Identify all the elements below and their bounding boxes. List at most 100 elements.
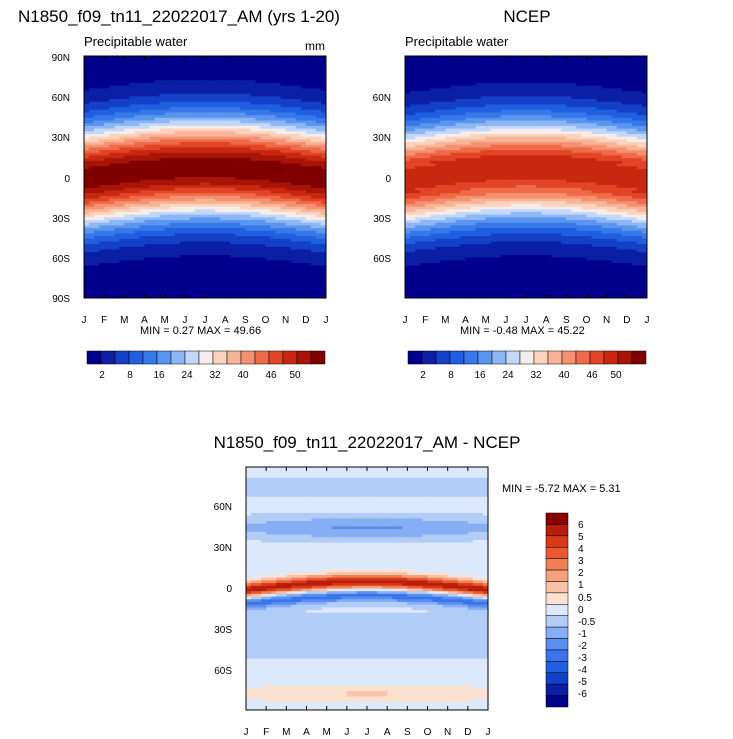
field-cell	[420, 99, 426, 103]
field-cell	[134, 225, 141, 229]
field-cell	[194, 228, 201, 232]
field-cell	[164, 166, 171, 170]
field-cell	[225, 160, 231, 165]
field-cell	[184, 136, 191, 140]
lat-label: 60S	[52, 254, 70, 265]
field-cell	[134, 179, 141, 183]
field-cell	[430, 190, 436, 194]
field-cell	[129, 203, 136, 208]
field-cell	[179, 252, 186, 256]
field-cell	[295, 284, 302, 288]
field-cell	[149, 185, 156, 189]
field-cell	[300, 136, 307, 140]
field-cell	[184, 177, 191, 181]
field-cell	[260, 128, 267, 132]
field-cell	[149, 295, 156, 298]
field-cell	[235, 64, 241, 68]
field-cell	[275, 144, 282, 149]
field-cell	[275, 295, 282, 298]
field-cell	[250, 88, 257, 92]
field-cell	[139, 238, 146, 243]
field-cell	[174, 128, 181, 132]
field-cell	[104, 80, 110, 84]
field-cell	[260, 93, 267, 97]
field-cell	[310, 295, 317, 298]
field-cell	[420, 201, 426, 205]
field-cell	[245, 268, 251, 272]
field-cell	[420, 168, 426, 173]
field-cell	[235, 220, 241, 224]
field-cell	[119, 230, 125, 235]
field-cell	[205, 236, 211, 240]
field-cell	[179, 222, 186, 226]
field-cell	[280, 284, 287, 288]
field-cell	[84, 85, 90, 89]
field-cell	[410, 112, 416, 116]
field-cell	[245, 284, 251, 288]
field-cell	[300, 107, 307, 111]
field-cell	[215, 93, 221, 97]
field-cell	[169, 104, 176, 108]
field-cell	[124, 276, 130, 280]
field-cell	[270, 88, 277, 92]
field-cell	[220, 96, 226, 100]
field-cell	[300, 287, 307, 291]
field-cell	[250, 211, 257, 216]
field-cell	[225, 249, 231, 253]
field-cell	[109, 139, 115, 143]
field-cell	[245, 74, 251, 79]
field-cell	[225, 66, 231, 71]
field-cell	[164, 96, 171, 100]
field-cell	[295, 241, 302, 245]
field-cell	[205, 271, 211, 275]
field-cell	[199, 72, 206, 76]
field-cell	[94, 107, 100, 111]
field-cell	[159, 117, 166, 122]
field-cell	[89, 203, 95, 208]
field-cell	[250, 214, 257, 218]
field-cell	[94, 263, 100, 267]
field-cell	[275, 263, 282, 267]
field-cell	[240, 64, 246, 68]
field-cell	[144, 273, 151, 278]
field-cell	[99, 244, 105, 248]
field-cell	[260, 104, 267, 108]
field-cell	[174, 289, 181, 294]
field-cell	[320, 160, 326, 165]
field-cell	[250, 249, 257, 253]
field-cell	[410, 117, 416, 122]
month-label: J	[82, 315, 87, 326]
field-cell	[169, 244, 176, 248]
field-cell	[270, 190, 277, 194]
field-cell	[230, 222, 236, 226]
field-cell	[415, 201, 421, 205]
field-cell	[159, 193, 166, 197]
field-cell	[265, 249, 272, 253]
field-cell	[225, 61, 231, 65]
field-cell	[139, 144, 146, 149]
field-cell	[194, 292, 201, 296]
field-cell	[159, 182, 166, 186]
field-cell	[184, 225, 191, 229]
field-cell	[425, 166, 431, 170]
field-cell	[129, 187, 136, 192]
field-cell	[260, 279, 267, 283]
field-cell	[129, 284, 136, 288]
field-cell	[305, 90, 312, 95]
field-cell	[225, 96, 231, 100]
field-cell	[159, 265, 166, 270]
field-cell	[210, 61, 216, 65]
field-cell	[435, 107, 441, 111]
field-cell	[184, 77, 191, 81]
field-cell	[410, 123, 416, 127]
field-cell	[179, 88, 186, 92]
field-cell	[420, 112, 426, 116]
field-cell	[235, 112, 241, 116]
field-cell	[300, 233, 307, 237]
field-cell	[290, 244, 297, 248]
field-cell	[300, 171, 307, 175]
field-cell	[119, 144, 125, 149]
field-cell	[89, 273, 95, 278]
field-cell	[425, 289, 431, 294]
field-cell	[280, 131, 287, 135]
